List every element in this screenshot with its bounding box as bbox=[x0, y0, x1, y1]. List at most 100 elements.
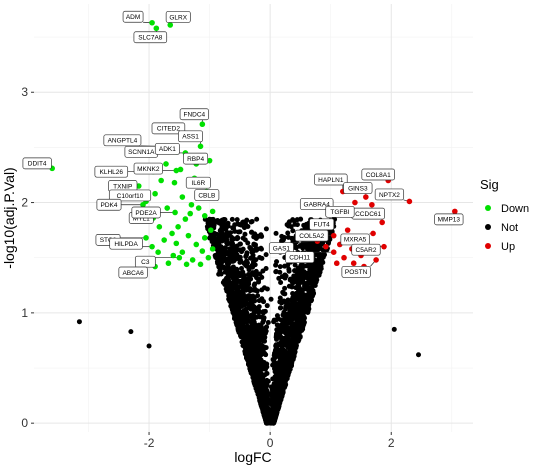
point-not bbox=[286, 283, 292, 289]
gene-label-box bbox=[122, 10, 144, 23]
point-not bbox=[293, 285, 299, 291]
point-down bbox=[156, 224, 163, 230]
point-down bbox=[199, 121, 206, 128]
point-not bbox=[268, 296, 274, 302]
point-not bbox=[227, 292, 233, 298]
point-not bbox=[299, 291, 305, 297]
point-down bbox=[152, 190, 158, 197]
point-not bbox=[314, 268, 320, 274]
point-not bbox=[254, 325, 260, 331]
point-not bbox=[226, 259, 232, 265]
point-not bbox=[276, 275, 282, 281]
point-not bbox=[277, 373, 283, 379]
point-not bbox=[273, 334, 279, 340]
point-not bbox=[236, 270, 242, 276]
point-not bbox=[264, 303, 270, 309]
point-up bbox=[333, 260, 340, 267]
point-not bbox=[255, 233, 261, 239]
point-not bbox=[268, 384, 274, 390]
point-not bbox=[231, 254, 237, 260]
gene-label-box bbox=[194, 189, 220, 201]
point-not bbox=[290, 228, 296, 234]
point-up bbox=[370, 230, 376, 237]
y-axis-title: -log10(adj.P.Val) bbox=[1, 167, 17, 268]
gene-label-box bbox=[285, 251, 315, 264]
point-down bbox=[173, 240, 180, 247]
point-not bbox=[300, 273, 306, 279]
gene-label: HAPLN1 bbox=[318, 177, 344, 184]
x-tick-label: 0 bbox=[267, 436, 274, 450]
gene-label: FUT4 bbox=[314, 222, 331, 229]
point-not bbox=[302, 283, 308, 289]
point-not bbox=[274, 259, 280, 265]
point-not bbox=[281, 313, 287, 319]
point-not bbox=[216, 264, 222, 270]
gene-label: CCDC61 bbox=[355, 211, 381, 218]
point-not bbox=[245, 347, 251, 353]
point-down bbox=[182, 216, 189, 222]
point-not bbox=[255, 383, 261, 389]
gene-label: ABCA6 bbox=[122, 270, 144, 277]
point-not bbox=[273, 346, 279, 352]
point-not bbox=[246, 313, 252, 319]
point-down bbox=[197, 143, 204, 150]
point-not bbox=[282, 263, 288, 269]
point-not bbox=[243, 287, 249, 293]
point-not bbox=[238, 258, 244, 264]
point-down bbox=[179, 194, 186, 200]
point-not bbox=[287, 309, 293, 315]
gene-label: COL8A1 bbox=[366, 172, 391, 179]
point-not bbox=[274, 380, 280, 386]
point-not bbox=[261, 299, 267, 305]
point-not bbox=[271, 319, 277, 325]
gene-label: NPTX2 bbox=[379, 192, 400, 199]
point-not bbox=[258, 344, 264, 350]
point-not bbox=[254, 216, 260, 222]
point-up bbox=[369, 201, 375, 208]
gene-label: GINS3 bbox=[348, 185, 368, 192]
point-not bbox=[273, 230, 279, 236]
point-not bbox=[262, 335, 268, 341]
gene-label-box bbox=[133, 31, 168, 44]
point-not bbox=[229, 216, 235, 222]
point-not bbox=[250, 259, 256, 265]
gene-label: TXNIP bbox=[113, 183, 132, 190]
point-not bbox=[241, 298, 247, 304]
gene-label-box bbox=[343, 182, 373, 194]
point-down bbox=[176, 254, 183, 261]
point-not bbox=[292, 339, 298, 345]
axis-ticks: -2 0 2 0 1 2 3 bbox=[21, 85, 395, 450]
point-not bbox=[225, 288, 231, 294]
gene-label: MXRA5 bbox=[344, 237, 367, 244]
x-axis-title: logFC bbox=[234, 449, 271, 465]
point-not bbox=[246, 361, 252, 367]
point-not bbox=[293, 315, 299, 321]
point-not bbox=[277, 299, 283, 305]
point-not bbox=[260, 268, 266, 274]
point-not bbox=[310, 291, 316, 297]
point-not bbox=[314, 277, 320, 283]
gene-label: POSTN bbox=[345, 269, 368, 276]
point-down bbox=[149, 19, 155, 26]
point-not bbox=[247, 332, 253, 338]
gene-label: SCNN1A bbox=[128, 149, 155, 156]
point-not bbox=[292, 262, 298, 268]
legend-swatch-down bbox=[485, 205, 491, 211]
y-tick-label: 0 bbox=[21, 416, 28, 430]
point-not bbox=[280, 347, 286, 353]
point-not bbox=[273, 269, 279, 275]
point-not bbox=[283, 304, 289, 310]
point-not bbox=[223, 251, 229, 257]
point-not bbox=[216, 258, 222, 264]
point-not bbox=[248, 345, 254, 351]
point-not bbox=[225, 233, 231, 239]
point-not bbox=[229, 281, 235, 287]
point-not bbox=[264, 371, 270, 377]
point-not bbox=[226, 277, 232, 283]
point-not bbox=[278, 388, 284, 394]
point-not bbox=[271, 359, 277, 365]
gene-label: ANGPTL4 bbox=[108, 138, 138, 145]
point-not bbox=[287, 366, 293, 372]
point-not bbox=[215, 243, 221, 249]
